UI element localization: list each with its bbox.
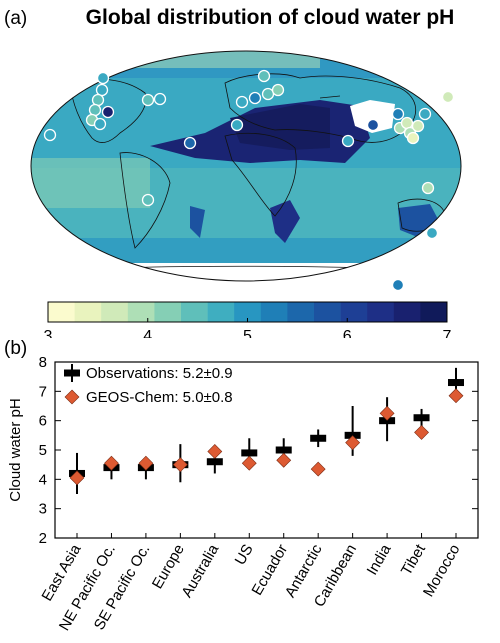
model-diamond — [379, 405, 395, 421]
model-diamond — [104, 455, 119, 471]
colorbar-swatch — [234, 302, 262, 322]
x-tick-label: India — [364, 541, 395, 578]
model-diamond — [345, 435, 361, 451]
y-tick-label: 2 — [39, 530, 47, 547]
world-map: 3 4 5 6 7 — [30, 50, 462, 338]
colorbar-tick-label: 4 — [143, 328, 152, 338]
model-diamond — [310, 461, 326, 477]
obs-mean-marker — [413, 414, 430, 422]
model-diamond — [207, 444, 223, 459]
colorbar-swatch — [314, 302, 341, 322]
model-diamond — [448, 388, 464, 404]
model-diamond — [69, 470, 85, 486]
colorbar-tick-label: 7 — [443, 328, 452, 338]
colorbar-tick-label: 3 — [44, 328, 53, 338]
panel-b-label: (b) — [4, 338, 28, 359]
colorbar-tick-label: 6 — [343, 328, 352, 338]
y-tick-label: 6 — [39, 413, 47, 430]
y-tick-label: 4 — [39, 471, 47, 488]
colorbar: 3 4 5 6 7 — [44, 301, 452, 338]
x-tick-label: Tibet — [398, 541, 430, 579]
legend-model-label: GEOS-Chem: 5.0±0.8 — [86, 389, 233, 406]
legend-obs-marker — [64, 369, 80, 377]
legend-obs-label: Observations: 5.2±0.9 — [86, 365, 233, 382]
y-tick-label: 8 — [39, 354, 47, 371]
colorbar-swatch — [48, 302, 75, 322]
model-diamond — [241, 455, 257, 471]
obs-mean-marker — [206, 458, 223, 466]
colorbar-tick-label: 5 — [243, 328, 252, 338]
colorbar-swatch — [154, 302, 182, 322]
obs-mean-marker — [275, 446, 292, 454]
model-diamond — [276, 452, 292, 468]
obs-mean-marker — [241, 449, 258, 457]
y-axis-label: Cloud water pH — [7, 398, 24, 501]
obs-mean-marker — [448, 379, 464, 387]
model-diamond — [138, 455, 154, 471]
colorbar-swatch — [287, 302, 315, 322]
colorbar-swatch — [420, 302, 448, 322]
legend-model-marker — [64, 389, 80, 405]
colorbar-swatch — [101, 302, 129, 322]
map-title: Global distribution of cloud water pH — [85, 6, 455, 29]
colorbar-swatch — [181, 302, 208, 322]
model-diamond — [172, 457, 188, 473]
y-tick-label: 5 — [39, 442, 47, 459]
colorbar-swatch — [127, 302, 155, 322]
colorbar-swatch — [260, 302, 288, 322]
colorbar-swatch — [367, 302, 395, 322]
x-tick-label: US — [232, 542, 257, 569]
y-tick-label: 7 — [39, 383, 47, 400]
colorbar-swatch — [393, 302, 421, 322]
panel-a-label: (a) — [4, 8, 28, 29]
model-diamond — [414, 424, 429, 440]
colorbar-swatch — [207, 302, 235, 322]
y-tick-label: 3 — [39, 501, 47, 518]
colorbar-swatch — [74, 302, 102, 322]
colorbar-swatch — [340, 302, 368, 322]
obs-mean-marker — [310, 434, 327, 442]
